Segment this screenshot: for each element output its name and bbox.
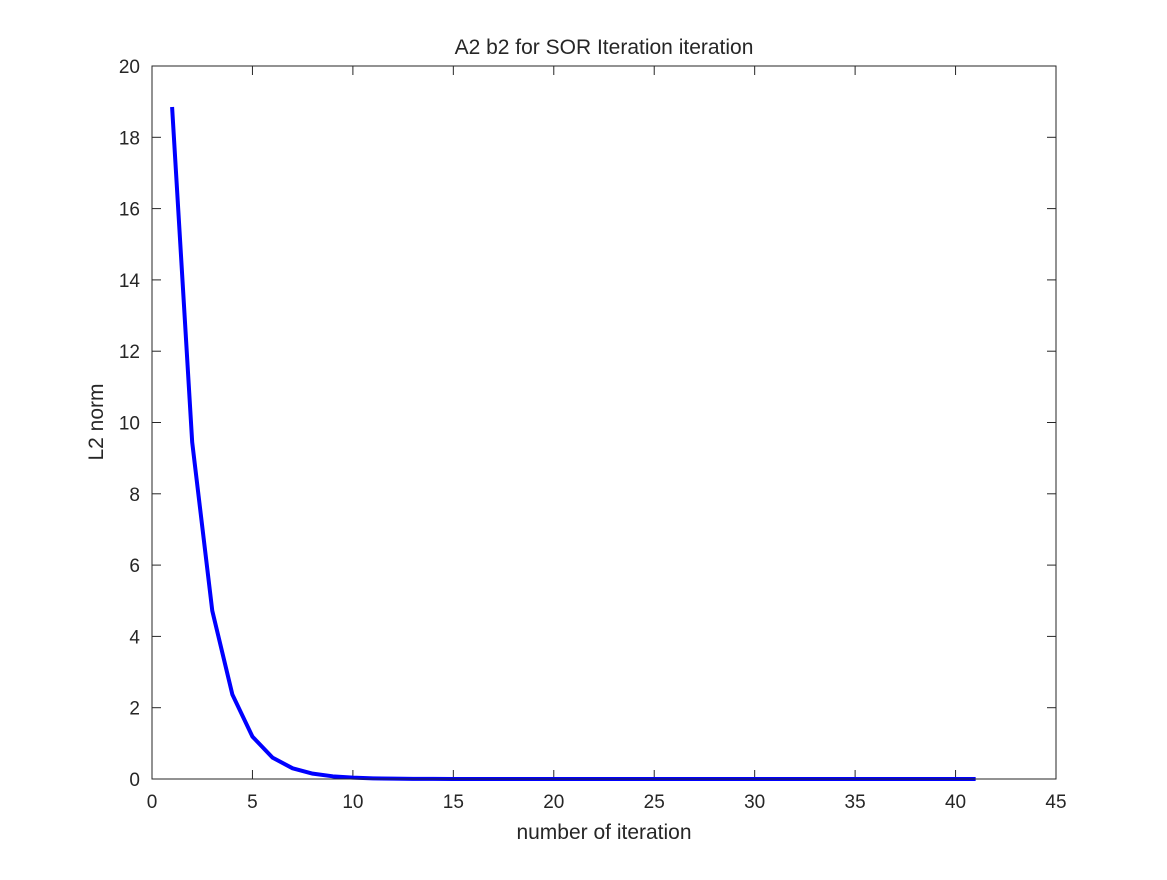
y-tick-label: 14 bbox=[119, 271, 141, 292]
x-tick-label: 10 bbox=[342, 792, 363, 813]
x-axis-label: number of iteration bbox=[516, 821, 691, 844]
x-tick-label: 30 bbox=[744, 792, 765, 813]
x-tick-labels: 0 5 10 15 20 25 30 35 40 45 bbox=[147, 792, 1067, 813]
y-tick-label: 12 bbox=[119, 342, 140, 363]
y-tick-label: 0 bbox=[129, 770, 140, 791]
x-tick-label: 25 bbox=[644, 792, 665, 813]
axes-box bbox=[151, 65, 1057, 780]
x-tick-label: 40 bbox=[945, 792, 966, 813]
x-tick-label: 5 bbox=[247, 792, 258, 813]
y-tick-labels: 0 2 4 6 8 10 12 14 16 18 20 bbox=[119, 57, 141, 791]
y-axis-label: L2 norm bbox=[85, 383, 108, 460]
y-tick-label: 8 bbox=[129, 485, 140, 506]
y-tick-label: 4 bbox=[129, 627, 140, 648]
plot-area bbox=[152, 66, 1056, 779]
x-tick-label: 15 bbox=[443, 792, 464, 813]
chart-title: A2 b2 for SOR Iteration iteration bbox=[455, 36, 754, 59]
y-tick-label: 6 bbox=[129, 556, 140, 577]
tick-marks bbox=[151, 65, 1057, 780]
y-tick-label: 2 bbox=[129, 699, 140, 720]
x-tick-label: 0 bbox=[147, 792, 158, 813]
x-tick-label: 20 bbox=[543, 792, 564, 813]
y-tick-label: 20 bbox=[119, 57, 140, 78]
y-tick-label: 10 bbox=[119, 414, 140, 435]
x-tick-label: 45 bbox=[1045, 792, 1066, 813]
y-tick-label: 18 bbox=[119, 128, 140, 149]
x-tick-label: 35 bbox=[845, 792, 866, 813]
y-tick-label: 16 bbox=[119, 200, 140, 221]
